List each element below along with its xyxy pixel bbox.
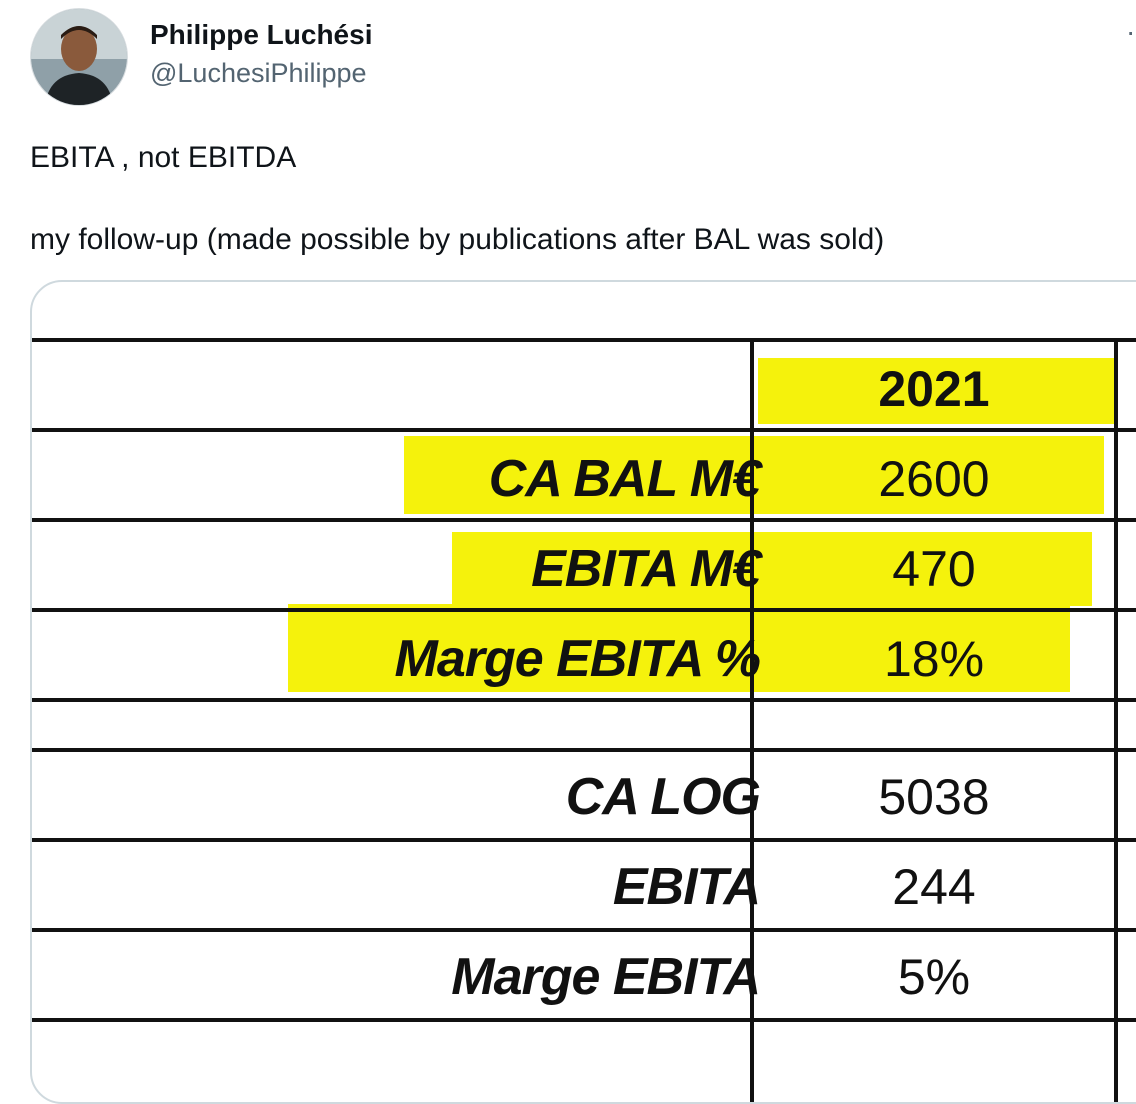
- tweet-line-1: EBITA , not EBITDA: [30, 141, 297, 174]
- highlight-row-2: [452, 532, 1092, 606]
- grid-line: [32, 1018, 1136, 1022]
- highlight-year: [758, 358, 1114, 424]
- tweet-line-2: my follow-up (made possible by publicati…: [30, 223, 885, 256]
- grid-line: [32, 698, 1136, 702]
- row-value: 470: [892, 541, 976, 597]
- grid-line: [32, 608, 1136, 612]
- row-value: 5%: [897, 949, 971, 1005]
- more-dots-icon[interactable]: ·: [1126, 18, 1136, 46]
- year-header: 2021: [878, 361, 990, 417]
- row-label: Marge EBITA %: [394, 630, 762, 688]
- avatar[interactable]: [30, 8, 128, 106]
- author-name[interactable]: Philippe Luchési: [150, 19, 373, 50]
- grid-line: [32, 748, 1136, 752]
- row-value: 18%: [883, 631, 985, 687]
- author-handle[interactable]: @LuchesiPhilippe: [150, 58, 367, 88]
- grid-line: [32, 338, 1136, 342]
- highlight-row-1: [404, 436, 1104, 514]
- grid-line: [32, 838, 1136, 842]
- highlight-row-3: [288, 604, 1070, 692]
- grid-line: [750, 338, 754, 1102]
- row-label: Marge EBITA: [451, 948, 761, 1006]
- row-label: CA LOG: [565, 768, 761, 826]
- row-value: 2600: [878, 451, 990, 507]
- grid-line: [32, 428, 1136, 432]
- grid-line: [32, 518, 1136, 522]
- row-label: CA BAL M€: [488, 450, 761, 508]
- spreadsheet-table: 2021 CA BAL M€ 2600 EBITA M€ 470 Marge E…: [32, 282, 1136, 1102]
- tweet-text: EBITA , not EBITDA my follow-up (made po…: [30, 140, 1110, 258]
- row-value: 244: [892, 859, 976, 915]
- row-value: 5038: [878, 769, 990, 825]
- row-label: EBITA M€: [531, 540, 761, 598]
- grid-line: [1114, 338, 1118, 1102]
- grid-line: [32, 928, 1136, 932]
- tweet-image[interactable]: 2021 CA BAL M€ 2600 EBITA M€ 470 Marge E…: [30, 280, 1136, 1104]
- row-label: EBITA: [612, 858, 761, 916]
- profile-photo-icon: [31, 9, 127, 105]
